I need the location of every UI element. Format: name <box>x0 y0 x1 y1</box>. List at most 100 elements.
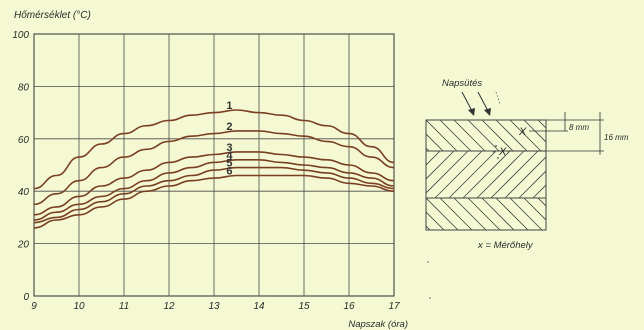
measure-point-1: X <box>518 126 527 138</box>
hatch-layer-bottom <box>286 198 644 230</box>
x-tick-label: 15 <box>298 301 310 312</box>
hatch-line <box>426 198 459 230</box>
series-line-3 <box>33 151 395 216</box>
measure-point-2: X <box>498 146 507 158</box>
series-line-1 <box>33 109 395 190</box>
x-tick-label: 11 <box>119 301 129 312</box>
hatch-line <box>370 198 402 230</box>
dim-label-16mm: 16 mm <box>604 133 629 142</box>
hatch-line <box>426 225 431 230</box>
x-tick-label: 9 <box>31 301 37 312</box>
hatch-line <box>490 151 539 198</box>
hatch-line <box>594 198 626 230</box>
hatch-line <box>552 198 584 230</box>
hatch-line <box>426 151 469 194</box>
hatch-line <box>356 198 388 230</box>
series-line-5 <box>33 166 395 224</box>
y-tick-label: 40 <box>18 187 30 198</box>
series-line-2 <box>33 130 395 206</box>
hatch-line <box>561 151 608 198</box>
hatch-line <box>384 120 415 151</box>
hatch-line <box>434 151 483 198</box>
x-tick-label: 16 <box>343 301 355 312</box>
sun-label: Napsütés <box>442 78 482 89</box>
hatch-line <box>537 198 546 207</box>
hatch-line <box>509 120 542 151</box>
cross-section-diagram: Napsütés X X 8 mm 16 mm x = Mérőhely <box>286 78 644 299</box>
hatch-line <box>580 198 612 230</box>
hatch-line <box>547 151 594 198</box>
series-label-2: 2 <box>226 121 232 133</box>
y-tick-label: 100 <box>12 30 29 41</box>
hatch-line <box>476 151 525 198</box>
hatch-line <box>426 120 458 151</box>
x-tick-label: 10 <box>73 301 85 312</box>
speck-1 <box>427 261 429 263</box>
sun-arrowhead-2 <box>484 108 491 116</box>
hatch-line <box>504 156 546 198</box>
hatch-line <box>286 198 318 230</box>
x-tick-label: 17 <box>388 301 400 312</box>
hatch-line <box>495 198 529 230</box>
x-tick-label: 12 <box>163 301 175 312</box>
hatch-line <box>314 198 346 230</box>
hatch-line <box>523 198 546 221</box>
hatch-line <box>328 198 360 230</box>
y-tick-label: 60 <box>18 135 30 146</box>
y-tick-label: 80 <box>18 82 30 93</box>
hatch-line <box>566 198 598 230</box>
y-tick-label: 20 <box>17 240 30 251</box>
hatch-line <box>384 198 416 230</box>
hatch-line <box>426 147 430 151</box>
legend-text: x = Mérőhely <box>477 240 534 251</box>
hatch-line <box>439 120 472 151</box>
hatch-line <box>426 151 441 166</box>
series-line-6 <box>33 174 395 229</box>
y-tick-label: 0 <box>23 292 29 303</box>
series-label-4: 4 <box>226 150 233 162</box>
hatch-line <box>426 211 445 230</box>
dot-2 <box>493 151 495 153</box>
speck-2 <box>429 297 431 299</box>
dim-label-8mm: 8 mm <box>569 123 589 132</box>
dot-1 <box>495 145 497 147</box>
series-label-1: 1 <box>226 100 232 112</box>
grid <box>33 33 395 297</box>
hatch-line <box>453 198 487 230</box>
hatch-line <box>622 198 644 230</box>
hatch-line <box>462 151 511 198</box>
sun-arrow-2 <box>477 91 489 112</box>
hatch-line <box>523 120 546 143</box>
hatch-line <box>439 198 473 230</box>
hatch-line <box>495 120 528 151</box>
cross-section-box <box>425 119 547 231</box>
hatch-layer-middle <box>426 151 608 198</box>
hatch-line <box>426 151 455 180</box>
hatch-line <box>426 133 444 151</box>
hatch-line <box>300 198 332 230</box>
sun-arrowhead-1 <box>468 108 475 116</box>
hatch-line <box>453 120 486 151</box>
y-axis-title: Hőmérséklet (°C) <box>14 10 91 21</box>
hatch-line <box>537 120 546 129</box>
hatch-layer-top <box>384 120 546 151</box>
hatch-line <box>518 170 546 198</box>
series-label-5: 5 <box>226 158 232 170</box>
dot-3 <box>497 157 499 159</box>
hatch-line <box>467 198 501 230</box>
series-label-3: 3 <box>226 142 232 154</box>
hatch-line <box>448 151 497 198</box>
x-tick-label: 14 <box>253 301 265 312</box>
sun-ray <box>495 91 501 105</box>
series-lines <box>33 109 395 229</box>
hatch-line <box>481 120 514 151</box>
series-label-6: 6 <box>226 165 232 177</box>
hatch-line <box>481 198 515 230</box>
hatch-line <box>608 198 640 230</box>
x-tick-label: 13 <box>208 301 220 312</box>
hatch-line <box>532 184 546 198</box>
